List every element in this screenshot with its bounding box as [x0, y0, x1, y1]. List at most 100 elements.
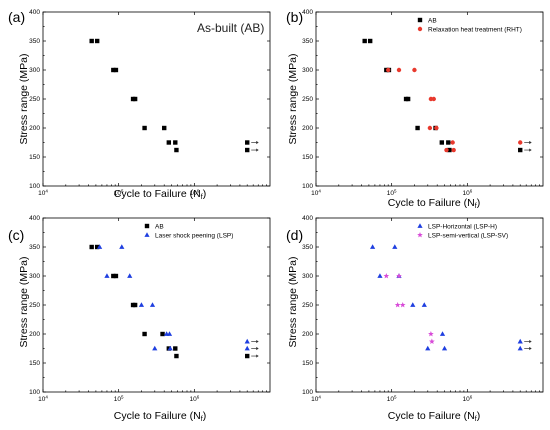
data-point-lsp_h	[517, 345, 523, 351]
data-point-lsp_h	[439, 331, 446, 336]
panel-b: (b) Cycle to Failure (Nf) Stress range (…	[286, 9, 544, 210]
legend-label-lsp_sv: LSP-semi-vertical (LSP-SV)	[428, 232, 508, 239]
x-axis-title-c: Cycle to Failure (Nf)	[114, 410, 206, 423]
data-point-ab	[439, 140, 445, 145]
y-tick-label: 350	[29, 38, 40, 45]
y-tick-label: 150	[29, 360, 40, 367]
runout-arrow-head	[529, 346, 532, 351]
data-point-lsp_sv	[429, 338, 435, 344]
legend-marker-rht	[417, 26, 423, 32]
data-point-ab	[415, 125, 420, 131]
data-point-ab	[132, 302, 138, 308]
y-tick-label: 100	[29, 183, 40, 190]
y-tick-label: 350	[302, 244, 313, 251]
x-tick-label: 105	[387, 189, 397, 198]
data-point-lsp	[97, 244, 103, 249]
data-point-ab	[367, 38, 373, 44]
x-tick-label: 104	[38, 395, 48, 404]
panel-a: (a) As-built (AB) Cycle to Failure (Nf) …	[8, 9, 271, 201]
data-point-ab	[174, 147, 179, 153]
data-point-ab	[166, 140, 172, 145]
data-point-ab	[162, 125, 167, 131]
data-point-lsp_h	[377, 273, 383, 278]
y-axis-title-d: Stress range (MPa)	[287, 256, 299, 347]
data-point-ab	[89, 244, 94, 250]
x-tick-label: 105	[114, 189, 124, 198]
y-tick-label: 400	[29, 215, 40, 222]
data-point-ab	[245, 140, 250, 145]
data-point-lsp	[244, 338, 250, 344]
x-axis-title-d: Cycle to Failure (Nf)	[388, 410, 480, 423]
data-point-lsp	[166, 331, 173, 336]
data-point-lsp_h	[517, 338, 523, 344]
data-point-rht	[434, 125, 439, 131]
runout-arrow-head	[529, 339, 532, 344]
legend-marker-lsp_h	[417, 223, 423, 228]
panel-label-a: (a)	[8, 9, 25, 25]
x-tick-label: 105	[387, 395, 397, 404]
data-point-ab	[518, 147, 523, 153]
x-tick-label: 106	[462, 395, 472, 404]
panel-label-d: (d)	[286, 227, 303, 243]
data-point-ab	[111, 67, 116, 73]
panel-d: (d) Cycle to Failure (Nf) Stress range (…	[286, 215, 544, 423]
data-point-lsp_sv	[383, 273, 390, 279]
y-tick-label: 400	[302, 9, 313, 16]
y-tick-label: 400	[302, 215, 313, 222]
data-point-lsp_h	[410, 302, 416, 307]
panel-label-c: (c)	[8, 227, 24, 243]
data-point-rht	[450, 140, 455, 145]
data-point-lsp_h	[421, 302, 427, 307]
data-point-lsp	[152, 345, 158, 351]
legend-label-rht: Relaxation heat treatment (RHT)	[428, 26, 522, 33]
y-tick-label: 250	[302, 302, 313, 309]
x-tick-label: 104	[311, 395, 321, 404]
x-tick-label: 106	[189, 395, 199, 404]
inset-title: As-built (AB)	[197, 21, 264, 35]
legend-label-ab: AB	[155, 223, 164, 230]
data-point-rht	[451, 147, 456, 153]
data-point-rht	[431, 96, 436, 102]
data-point-ab	[362, 38, 367, 44]
y-tick-label: 250	[302, 96, 313, 103]
data-point-lsp_sv	[396, 273, 402, 279]
legend-marker-ab	[417, 17, 423, 23]
x-axis-title-a: Cycle to Failure (Nf)	[114, 188, 206, 201]
data-point-ab	[113, 273, 119, 279]
data-point-lsp	[167, 345, 173, 351]
data-point-lsp	[244, 345, 250, 351]
y-tick-label: 300	[29, 273, 40, 280]
data-point-lsp	[149, 302, 156, 307]
data-point-ab	[446, 140, 451, 145]
data-point-lsp_sv	[399, 302, 406, 308]
y-axis-title-c: Stress range (MPa)	[18, 256, 30, 347]
runout-arrow-head	[256, 346, 259, 351]
legend-label-ab: AB	[428, 17, 437, 24]
data-point-lsp_sv	[428, 331, 434, 337]
data-point-ab	[142, 125, 147, 131]
y-tick-label: 150	[29, 154, 40, 161]
data-point-ab	[245, 147, 250, 153]
y-axis-title-b: Stress range (MPa)	[287, 53, 299, 144]
data-point-rht	[386, 67, 391, 73]
runout-arrow-head	[256, 339, 259, 344]
data-point-rht	[427, 125, 433, 131]
legend-marker-ab	[144, 223, 150, 229]
data-point-rht	[518, 140, 523, 145]
runout-arrow-head	[256, 354, 259, 358]
data-point-ab	[160, 331, 165, 337]
y-tick-label: 100	[302, 183, 313, 190]
panel-label-b: (b)	[286, 9, 303, 25]
y-tick-label: 300	[302, 67, 313, 74]
runout-arrow-head	[256, 140, 259, 145]
runout-arrow-head	[529, 148, 532, 152]
data-point-lsp	[104, 273, 110, 278]
y-tick-label: 250	[29, 96, 40, 103]
data-point-lsp	[119, 244, 125, 249]
data-point-ab	[113, 67, 119, 73]
data-point-ab	[174, 353, 179, 359]
legend-marker-lsp_sv	[417, 232, 423, 238]
y-tick-label: 250	[29, 302, 40, 309]
x-tick-label: 104	[311, 189, 321, 198]
legend-label-lsp: Laser shock peening (LSP)	[155, 232, 233, 239]
